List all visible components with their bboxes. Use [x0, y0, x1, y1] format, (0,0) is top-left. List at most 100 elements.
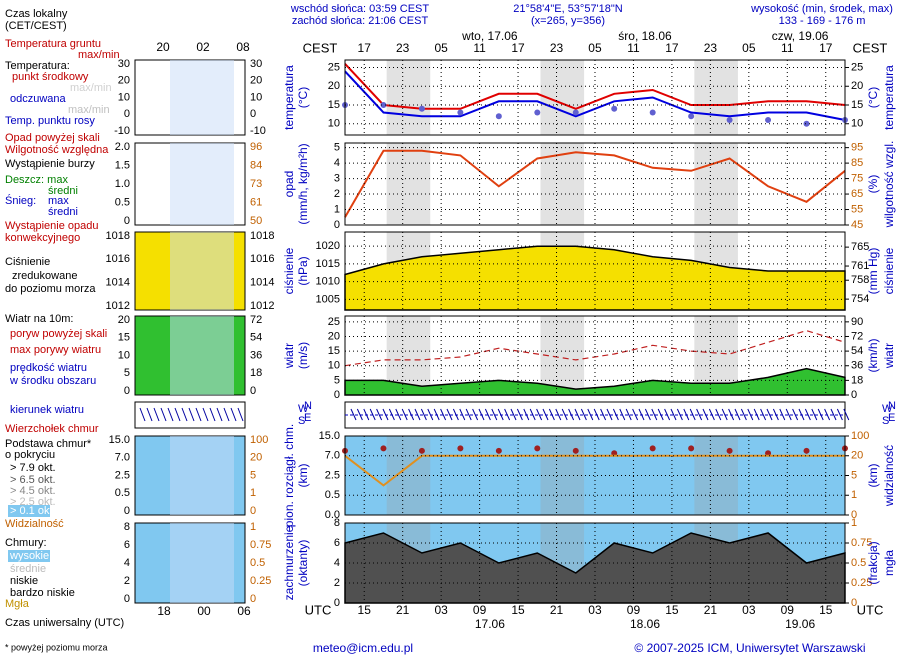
- bottom-date: 17.06: [475, 617, 505, 631]
- wind-arrow: [167, 407, 174, 422]
- mini-tick-label: 0: [250, 385, 256, 397]
- mini-tick-label: 0.5: [250, 557, 265, 569]
- axis-label: wilgotność wzgl.: [882, 141, 896, 229]
- wind-arrow: [376, 408, 383, 421]
- mini-tick-label: 100: [250, 434, 268, 446]
- compass-letter: W: [882, 403, 893, 415]
- wind-arrow: [676, 408, 683, 421]
- mini-tick-label: 36: [250, 349, 262, 361]
- mini-top-tick: 08: [236, 40, 250, 54]
- mini-tick-label: 20: [250, 75, 262, 87]
- night-band: [694, 60, 738, 135]
- wind-arrow: [580, 408, 587, 421]
- mini-tick-label: 61: [250, 196, 262, 208]
- y2-tick-label: 75: [851, 172, 863, 184]
- email[interactable]: meteo@icm.edu.pl: [313, 641, 413, 655]
- mini-tick-label: 96: [250, 141, 262, 153]
- legend-text: w środku obszaru: [9, 375, 96, 387]
- axis-label: (frakcja): [866, 541, 880, 584]
- legend-text: wysokie: [9, 550, 49, 562]
- mini-tick-label: 0: [124, 215, 130, 227]
- dot: [765, 117, 772, 123]
- sunrise: wschód słońca: 03:59 CEST: [290, 3, 429, 15]
- top-tick-label: 17: [665, 41, 679, 55]
- wind-arrow: [830, 408, 837, 421]
- axis-label: wiatr: [882, 343, 896, 369]
- legend-text: punkt środkowy: [12, 71, 89, 83]
- y-tick-label: 25: [328, 61, 340, 73]
- wind-arrow: [555, 408, 562, 421]
- dot: [495, 113, 502, 120]
- y2-tick-label: 10: [851, 118, 863, 130]
- legend-text: średni: [48, 185, 78, 197]
- y-tick-label: 6: [334, 537, 340, 549]
- wind-arrow: [174, 407, 181, 422]
- mini-tick-label: 2.0: [115, 141, 130, 153]
- y2-tick-label: 85: [851, 157, 863, 169]
- axis-label: (°C): [866, 87, 880, 108]
- bottom-tick-label: 09: [781, 603, 795, 617]
- y2-tick-label: 100: [851, 430, 869, 442]
- mini-tick-label: 1012: [106, 300, 130, 312]
- legend-text: średnie: [10, 563, 46, 575]
- axis-label: pion. rozciągł. chm.: [282, 424, 296, 527]
- legend-text: niskie: [10, 575, 38, 587]
- y2-tick-label: 0.75: [851, 537, 872, 549]
- wind-arrow: [188, 407, 195, 422]
- legend-text: Czas lokalny: [5, 8, 68, 20]
- legend-text: * powyżej poziomu morza: [5, 642, 108, 652]
- mini-tick-label: 10: [250, 91, 262, 103]
- wind-arrow: [160, 407, 167, 422]
- coords: 21°58'4"E, 53°57'18"N: [513, 3, 623, 15]
- legend-text: Temperatura:: [5, 60, 70, 72]
- legend-text: Deszcz: max: [5, 174, 68, 186]
- y2-tick-label: 0.25: [851, 577, 872, 589]
- wind-arrow: [350, 408, 357, 421]
- y2-tick-label: 0: [851, 597, 857, 609]
- wind-arrow: [561, 408, 568, 421]
- compass-letter: S: [882, 415, 889, 427]
- y2-tick-label: 1: [851, 517, 857, 529]
- bottom-tick-label: 21: [396, 603, 410, 617]
- mini-night: [170, 232, 234, 310]
- wind-arrow: [740, 408, 747, 421]
- mini-tick-label: 1012: [250, 300, 274, 312]
- wind-arrow: [696, 408, 703, 421]
- axis-label: (km): [296, 464, 310, 488]
- dot: [688, 113, 695, 120]
- top-date: wto, 17.06: [461, 29, 518, 43]
- y2-tick-label: 45: [851, 219, 863, 231]
- mini-tick-label: 50: [250, 215, 262, 227]
- mini-tick-label: 10: [118, 349, 130, 361]
- y-tick-label: 0: [334, 219, 340, 231]
- y-tick-label: 4: [334, 557, 340, 569]
- wind-arrow: [836, 408, 843, 421]
- mini-tick-label: 1014: [106, 277, 130, 289]
- legend-text: > 0.1 okt.: [10, 505, 56, 517]
- axis-label: (m/s): [296, 342, 310, 369]
- dot: [572, 109, 579, 116]
- dot: [457, 109, 464, 116]
- wind-arrow: [420, 408, 427, 421]
- compass-letter: N: [304, 400, 312, 412]
- axis-label: ciśnienie: [282, 247, 296, 294]
- y2-tick-label: 0: [851, 389, 857, 401]
- mini-tick-label: 1016: [106, 253, 130, 265]
- mini-night: [170, 436, 234, 515]
- y-tick-label: 20: [328, 80, 340, 92]
- dot: [765, 450, 772, 457]
- wind-arrow: [670, 408, 677, 421]
- bottom-tick-label: 09: [627, 603, 641, 617]
- compass-letter: S: [298, 415, 305, 427]
- mini-night: [170, 60, 234, 135]
- legend-text: zredukowane: [12, 270, 77, 282]
- y2-tick-label: 765: [851, 241, 869, 253]
- top-date: śro, 18.06: [618, 29, 672, 43]
- axis-label: (°C): [296, 87, 310, 108]
- bottom-tick-label: 03: [434, 603, 448, 617]
- mini-tick-label: 0.5: [115, 487, 130, 499]
- night-band: [694, 436, 738, 515]
- legend-text: do poziomu morza: [5, 283, 96, 295]
- heights: 133 - 169 - 176 m: [779, 15, 866, 27]
